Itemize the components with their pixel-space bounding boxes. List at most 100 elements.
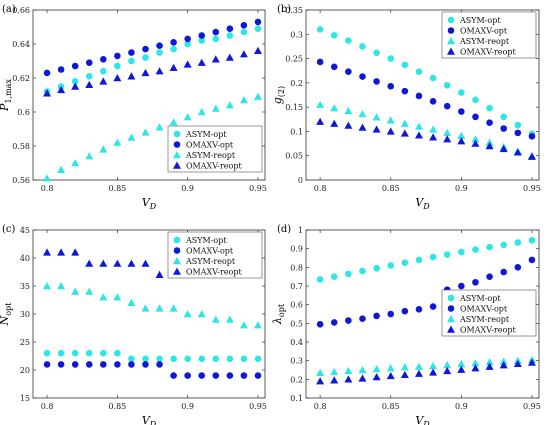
data-point: [471, 139, 480, 147]
data-point: [499, 144, 508, 153]
data-point: [429, 125, 438, 133]
data-point: [471, 135, 480, 143]
data-point: [386, 127, 395, 135]
data-point: [100, 67, 107, 75]
data-point: [71, 78, 79, 85]
panel-d: (d) 0.8 0.85 0.9 0.95 0.1 0.2 0.3 0.4 0.5 0.6 0.7 0.…: [271, 224, 541, 425]
data-point: [142, 355, 149, 363]
y-tick-label: 20: [20, 366, 30, 375]
legend-marker: [173, 236, 181, 244]
series-omaxv-opt: [43, 18, 262, 77]
data-point: [345, 270, 352, 278]
data-point: [71, 349, 79, 357]
data-point: [240, 372, 248, 379]
data-point: [330, 319, 338, 326]
data-point: [71, 62, 79, 70]
data-point: [415, 68, 423, 75]
data-point: [170, 39, 177, 46]
data-point: [100, 361, 107, 368]
legend-marker: [447, 325, 455, 333]
data-point: [386, 364, 395, 372]
y-tick-label: 45: [20, 226, 30, 235]
data-point: [226, 32, 234, 39]
data-point: [359, 43, 366, 50]
y-tick-label: 0.35: [285, 6, 303, 15]
data-point: [85, 73, 93, 80]
data-point: [387, 262, 395, 269]
data-point: [254, 355, 262, 363]
x-tick-label: 0.95: [523, 184, 541, 193]
data-point: [85, 259, 94, 267]
data-point: [142, 54, 149, 61]
legend-label: OMAXV-reopt: [460, 48, 516, 57]
data-point: [485, 362, 494, 370]
data-point: [57, 248, 66, 256]
legend-marker: [173, 151, 181, 159]
legend-box: [441, 289, 537, 337]
panel-tag: (d): [277, 224, 291, 235]
plot-frame: [32, 9, 266, 181]
x-tick-label: 0.85: [108, 184, 126, 193]
data-point: [528, 236, 536, 244]
legend-marker: [447, 47, 455, 55]
x-tick-label: 0.85: [108, 402, 126, 411]
data-point: [330, 273, 338, 280]
data-point: [197, 58, 206, 66]
y-tick-label: 35: [20, 282, 30, 291]
data-point: [128, 57, 135, 65]
data-point: [486, 119, 493, 126]
legend-label: ASYM-reopt: [459, 37, 510, 46]
plot-frame: [305, 229, 540, 399]
data-point: [99, 77, 108, 85]
data-point: [316, 100, 325, 108]
data-point: [344, 375, 353, 383]
data-point: [212, 355, 220, 363]
data-point: [170, 372, 177, 379]
data-point: [239, 321, 248, 329]
y-tick-label: 0.58: [12, 142, 30, 151]
series-omaxv-reopt: [43, 46, 262, 97]
x-tick-label: 0.9: [455, 402, 468, 411]
data-point: [415, 306, 423, 313]
data-point: [443, 128, 452, 137]
data-point: [443, 366, 452, 375]
data-point: [225, 101, 234, 109]
data-point: [400, 363, 409, 371]
data-point: [514, 121, 522, 129]
data-point: [400, 119, 409, 127]
data-point: [400, 129, 409, 137]
data-point: [57, 361, 65, 368]
data-point: [169, 118, 178, 126]
legend-marker: [447, 305, 455, 312]
data-point: [127, 133, 136, 141]
data-point: [414, 369, 423, 377]
data-point: [71, 159, 80, 167]
y-axis-label: P1,max: [0, 79, 13, 112]
data-point: [414, 362, 423, 370]
data-point: [316, 368, 325, 376]
data-point: [184, 40, 191, 48]
data-point: [99, 293, 108, 301]
y-tick-label: 0.25: [285, 55, 303, 64]
data-point: [400, 370, 409, 379]
data-point: [485, 142, 494, 150]
x-tick-label: 0.9: [455, 184, 468, 193]
data-point: [198, 372, 206, 379]
data-point: [358, 123, 367, 131]
data-point: [183, 113, 192, 121]
legend-box: [167, 231, 263, 279]
data-point: [345, 317, 352, 324]
data-point: [485, 358, 494, 366]
y-tick-label: 25: [20, 338, 30, 347]
series-omaxv-reopt: [316, 117, 536, 160]
data-point: [71, 248, 80, 256]
data-point: [401, 259, 409, 266]
data-point: [457, 365, 466, 373]
data-point: [486, 273, 493, 280]
data-point: [514, 129, 522, 137]
data-point: [472, 278, 479, 286]
legend-label: ASYM-reopt: [185, 151, 236, 160]
